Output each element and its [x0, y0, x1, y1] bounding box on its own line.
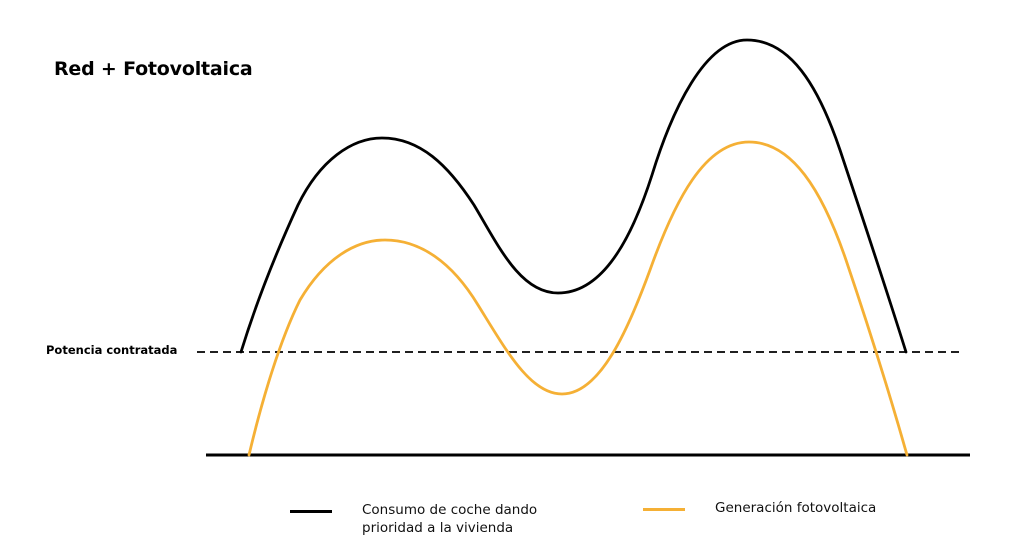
legend-item-consumption: Consumo de coche dando prioridad a la vi… — [290, 501, 590, 537]
legend-label-consumption: Consumo de coche dando prioridad a la vi… — [362, 502, 538, 536]
chart-title: Red + Fotovoltaica — [54, 58, 253, 80]
contracted-power-label: Potencia contratada — [46, 343, 178, 357]
legend-swatch-generation — [643, 508, 685, 511]
pv-generation-curve — [247, 140, 909, 457]
legend-swatch-consumption — [290, 510, 332, 513]
legend-label-generation: Generación fotovoltaica — [715, 500, 877, 516]
legend-item-generation: Generación fotovoltaica — [643, 499, 973, 517]
consumption-curve — [239, 38, 908, 354]
